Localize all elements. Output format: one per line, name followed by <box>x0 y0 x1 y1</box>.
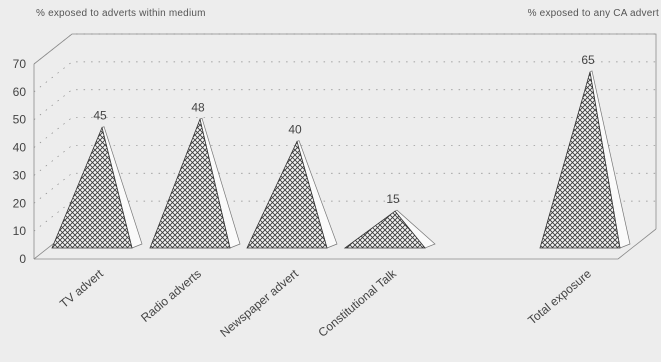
pyramid-bar <box>149 117 231 249</box>
gridline <box>33 172 656 204</box>
y-tick-label: 20 <box>13 196 27 210</box>
x-category-label: Constitutional Talk <box>315 266 399 340</box>
y-tick-label: 50 <box>13 113 27 127</box>
x-category-label: TV advert <box>57 266 106 311</box>
x-category-label: Newspaper advert <box>217 266 301 340</box>
y-tick-label: 60 <box>13 85 27 99</box>
gridline <box>33 117 656 148</box>
pyramid-bar <box>343 210 426 249</box>
data-label: 65 <box>581 53 595 67</box>
y-tick-label: 30 <box>13 168 27 182</box>
y-tick-label: 40 <box>13 141 27 155</box>
y-tick-label: 10 <box>13 224 27 238</box>
y-tick-label: 70 <box>13 57 27 71</box>
left-axis-caption: % exposed to adverts within medium <box>36 8 206 19</box>
gridline <box>33 145 656 176</box>
gridline <box>33 200 656 232</box>
x-category-label: Total exposure <box>525 266 594 327</box>
x-category-label: Radio adverts <box>138 267 204 325</box>
pyramid-bar <box>539 71 621 249</box>
data-label: 48 <box>191 100 205 114</box>
pyramid-bar <box>246 140 328 249</box>
data-label: 15 <box>386 192 400 206</box>
right-axis-caption: % exposed to any CA advert <box>527 8 659 19</box>
chart-frame-top <box>33 33 657 229</box>
data-label: 40 <box>288 123 302 137</box>
floor-right-edge <box>617 228 657 260</box>
gridline <box>33 61 656 93</box>
data-label: 45 <box>93 109 107 123</box>
y-tick-label: 0 <box>19 252 26 266</box>
pyramid-bar <box>51 126 133 249</box>
gridline <box>33 89 656 120</box>
gridline <box>33 33 656 65</box>
